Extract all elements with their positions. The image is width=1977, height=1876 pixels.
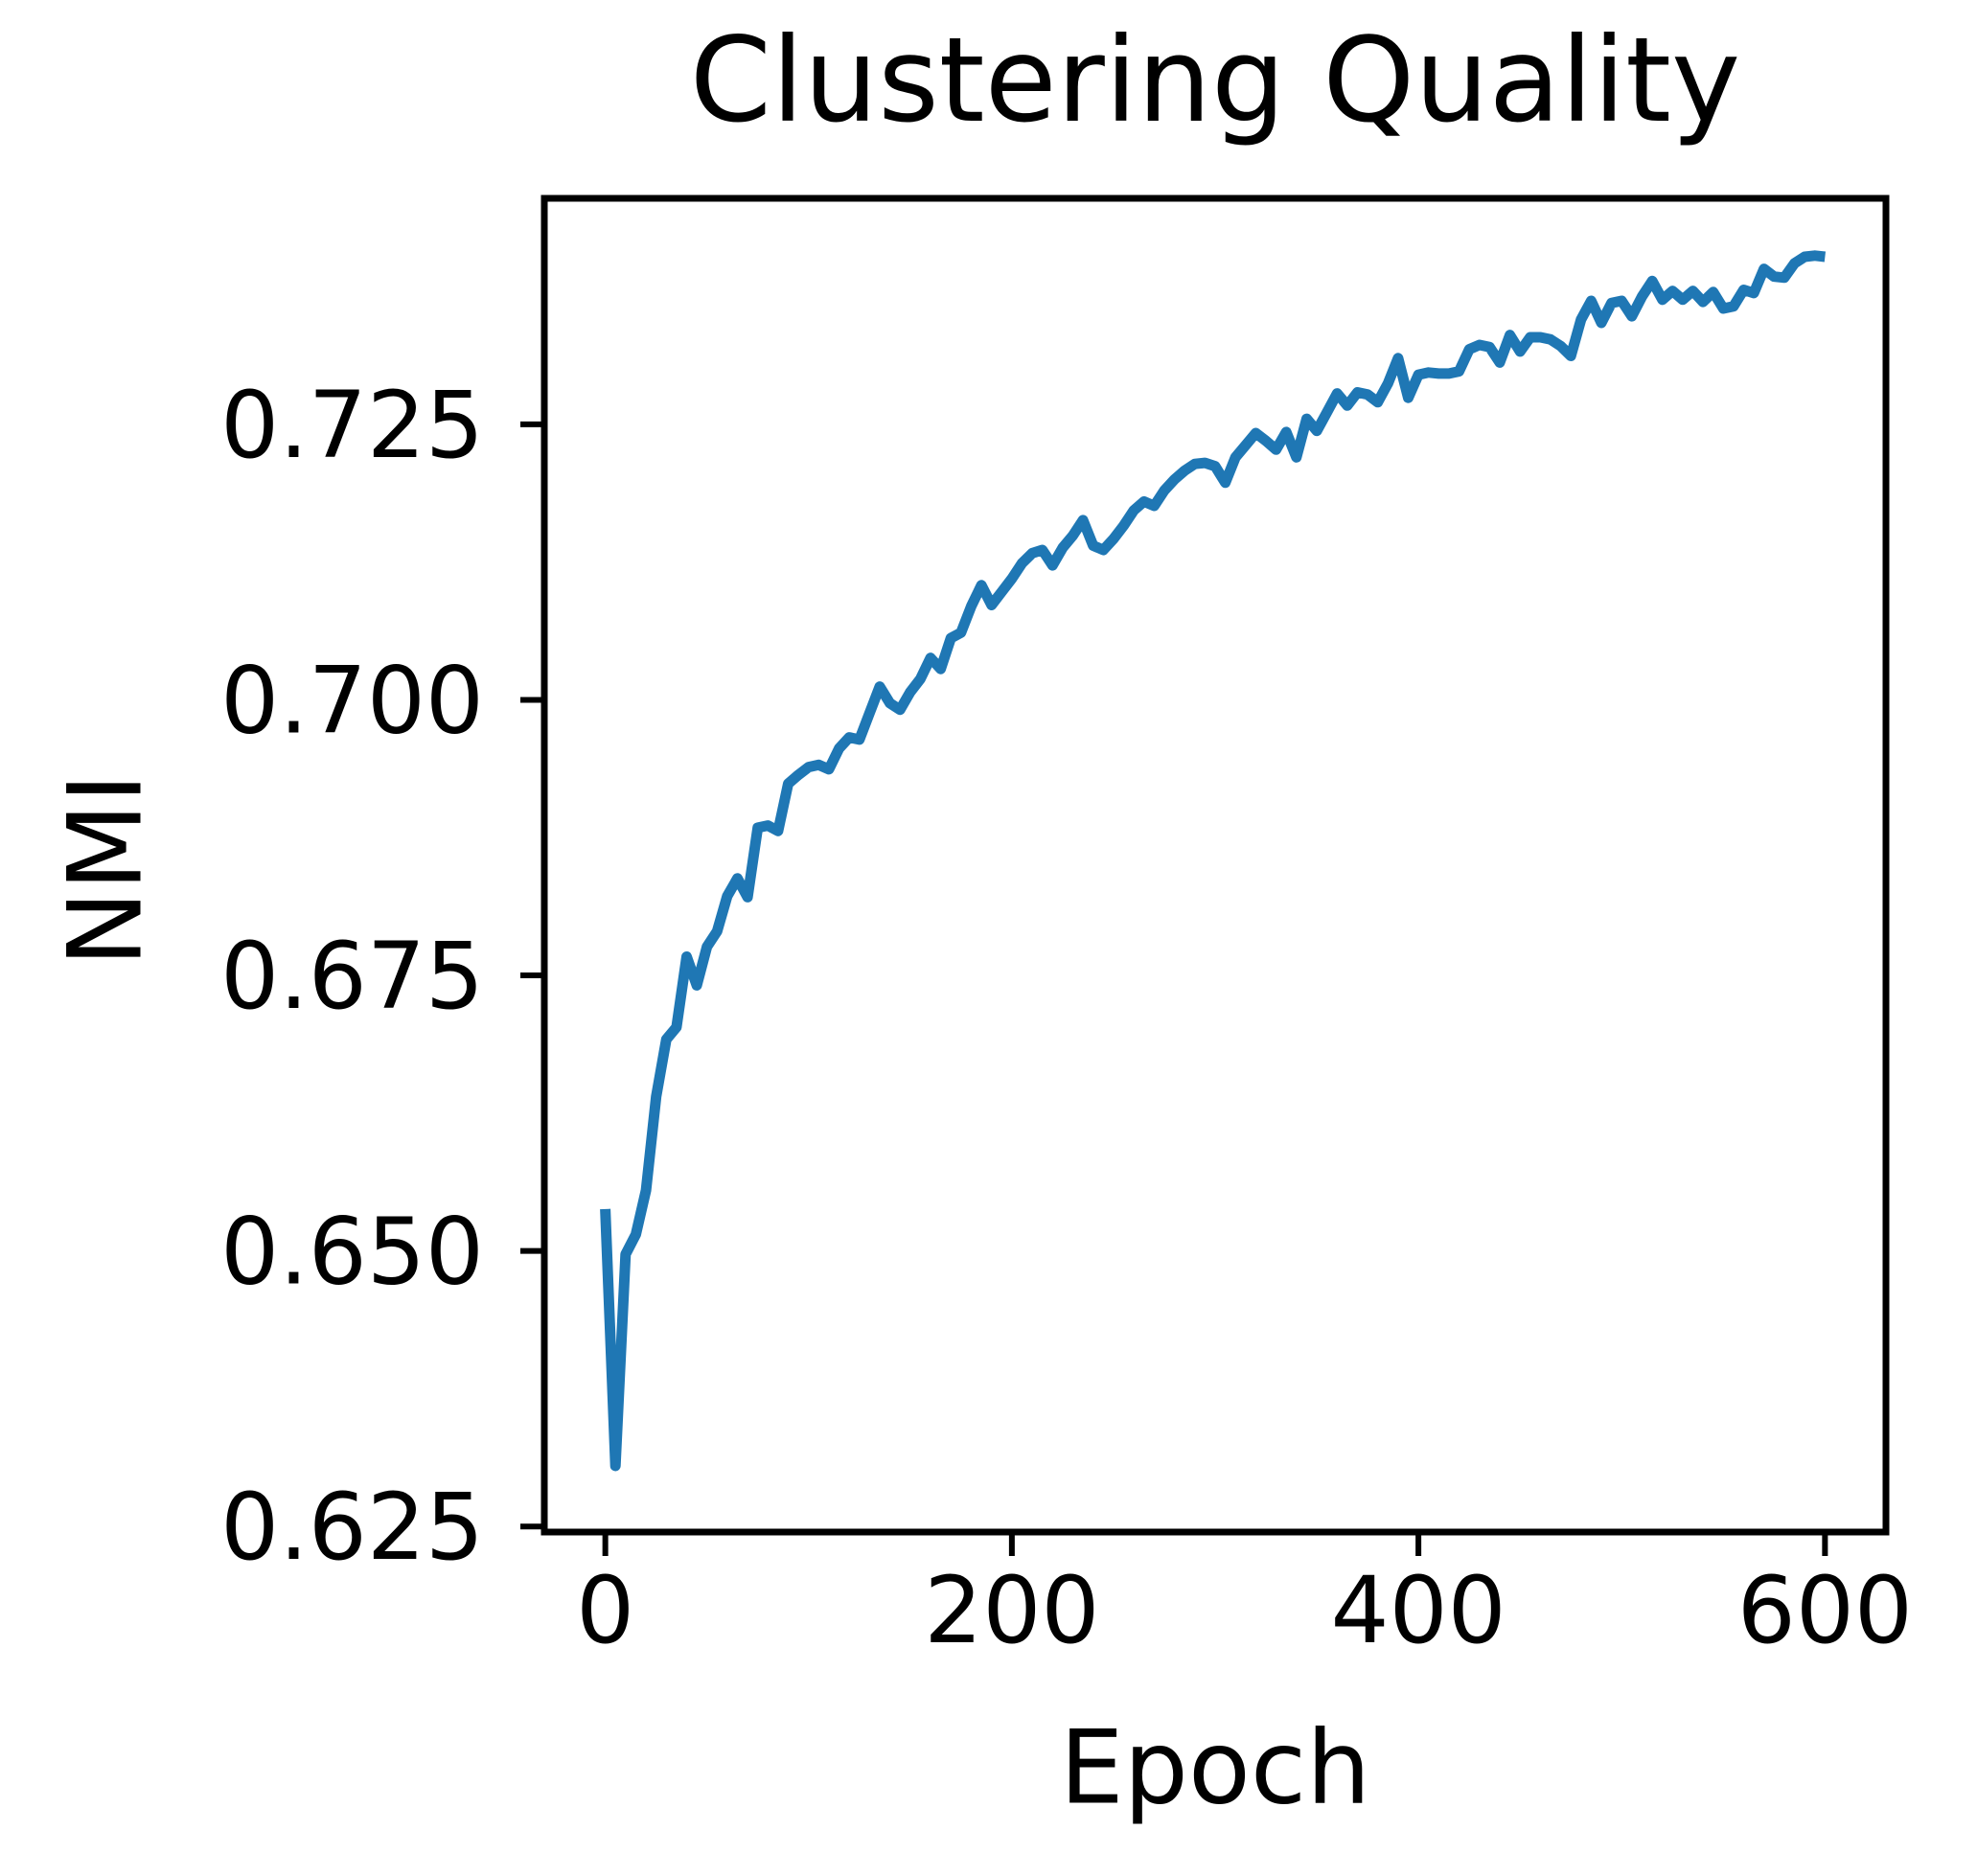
y-tick-label: 0.675 bbox=[220, 923, 484, 1030]
x-tick-label: 0 bbox=[576, 1557, 634, 1664]
nmi-line-series bbox=[600, 250, 1827, 1472]
y-tick-label: 0.700 bbox=[220, 647, 484, 754]
x-tick-label: 600 bbox=[1737, 1557, 1913, 1664]
axis-ticks bbox=[520, 421, 1828, 1556]
axes-box bbox=[540, 194, 1890, 1536]
x-axis-label: Epoch bbox=[1059, 1708, 1371, 1827]
y-tick-label: 0.725 bbox=[220, 372, 484, 479]
chart-title: Clustering Quality bbox=[689, 12, 1741, 149]
axis-tick-labels: 0.625 0.650 0.675 0.700 0.725 0 200 400 600 bbox=[220, 372, 1913, 1664]
x-tick-label: 400 bbox=[1331, 1557, 1506, 1664]
x-tick-label: 200 bbox=[924, 1557, 1099, 1664]
y-tick-label: 0.650 bbox=[220, 1199, 484, 1306]
y-tick-label: 0.625 bbox=[220, 1474, 484, 1581]
